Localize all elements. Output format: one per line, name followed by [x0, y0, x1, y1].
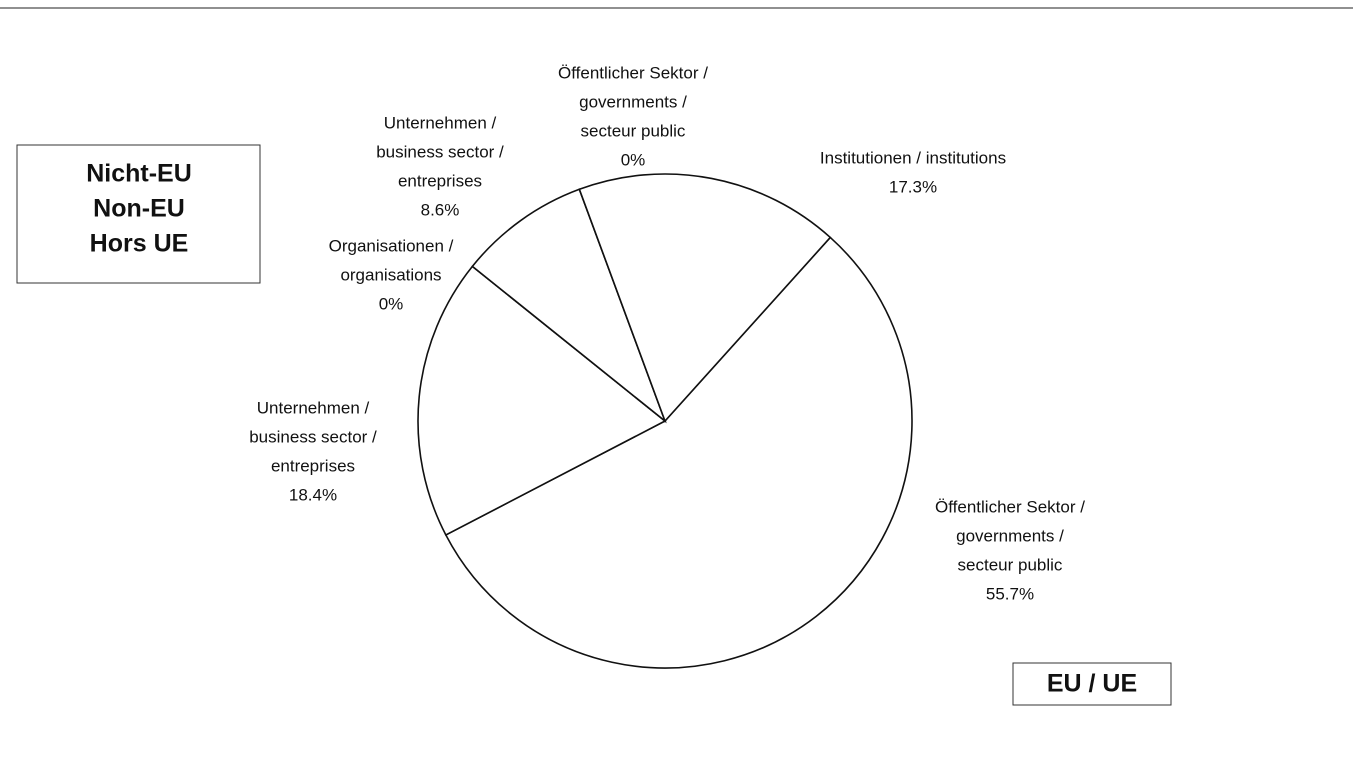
slice-label: business sector / [376, 142, 504, 161]
region-label: EU / UE [1047, 670, 1137, 698]
slice-value-label: 17.3% [889, 177, 937, 196]
region-box [1012, 662, 1172, 706]
pie-slice [578, 173, 832, 423]
slice-label: Öffentlicher Sektor / [935, 497, 1085, 516]
pie-slice [471, 188, 667, 424]
slice-value-label: 8.6% [421, 200, 460, 219]
pie-slice [417, 265, 667, 537]
slice-label: Öffentlicher Sektor / [558, 63, 708, 82]
slice-value-label: 0% [621, 150, 646, 169]
pie-slice [444, 236, 913, 669]
region-box [16, 144, 261, 284]
slice-value-label: 18.4% [289, 485, 337, 504]
slice-label: secteur public [958, 555, 1063, 574]
slice-label: Unternehmen / [257, 398, 370, 417]
slice-label: governments / [579, 92, 687, 111]
region-label: Hors UE [90, 230, 189, 258]
slice-label: Organisationen / [329, 236, 454, 255]
region-label: Non-EU [93, 195, 185, 223]
slice-label: Institutionen / institutions [820, 148, 1006, 167]
slice-label: entreprises [398, 171, 482, 190]
slice-label: Unternehmen / [384, 113, 497, 132]
slice-label: governments / [956, 526, 1064, 545]
slice-value-label: 55.7% [986, 584, 1034, 603]
slice-label: secteur public [581, 121, 686, 140]
slice-value-label: 0% [379, 294, 404, 313]
slice-label: business sector / [249, 427, 377, 446]
slice-label: entreprises [271, 456, 355, 475]
slice-label: organisations [340, 265, 441, 284]
region-label: Nicht-EU [86, 160, 192, 188]
